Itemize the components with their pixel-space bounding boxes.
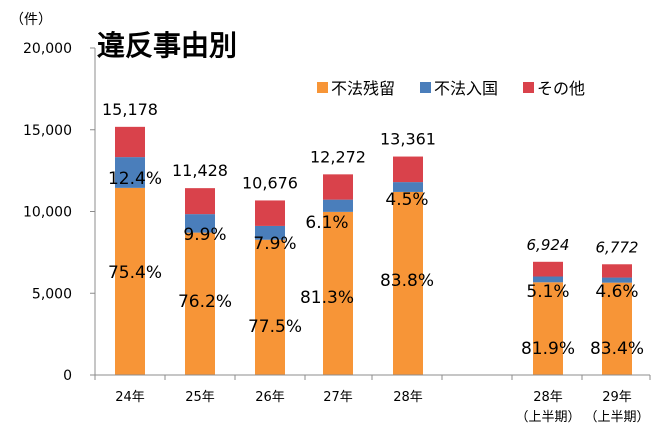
percent-label-illegal-stay: 75.4%: [108, 263, 162, 283]
x-tick-sublabel: （上半期）: [584, 410, 649, 425]
percent-label-illegal-entry: 4.5%: [385, 190, 428, 210]
y-axis: 0 5,000 10,000 15,000 20,000: [23, 41, 96, 384]
total-label: 11,428: [172, 161, 228, 180]
bar-segment: [393, 156, 423, 183]
legend-swatch: [523, 82, 534, 93]
y-tick-label: 10,000: [23, 205, 72, 221]
bar-segment: [185, 188, 215, 215]
legend: 不法残留 不法入国 その他: [317, 79, 585, 98]
legend-label: 不法残留: [331, 79, 395, 98]
bar-segment: [602, 282, 632, 375]
percent-label-illegal-entry: 4.6%: [595, 282, 638, 302]
bar-segment: [533, 276, 563, 283]
bar-segment: [185, 214, 215, 233]
total-label: 10,676: [242, 173, 298, 192]
bar-segment: [393, 182, 423, 192]
bar-segment: [393, 191, 423, 375]
bar-segment: [533, 261, 563, 277]
bars: [115, 126, 632, 375]
y-tick-label: 15,000: [23, 123, 72, 139]
bar-segment: [115, 187, 145, 375]
percent-label-illegal-stay: 83.4%: [590, 339, 644, 359]
total-label: 15,178: [102, 100, 158, 119]
total-label: 13,361: [380, 130, 436, 149]
bar-segment: [115, 157, 145, 188]
x-tick-label: 25年: [185, 390, 215, 405]
percent-label-illegal-stay: 83.8%: [380, 271, 434, 291]
percent-label-illegal-entry: 5.1%: [526, 282, 569, 302]
legend-label: 不法入国: [434, 79, 498, 98]
y-axis-unit: （件）: [10, 12, 52, 28]
data-labels: 15,178 11,428 10,676 12,272 13,361 6,924 6,772…: [102, 100, 644, 359]
y-tick-label: 5,000: [32, 286, 72, 302]
x-tick-label: 26年: [255, 390, 285, 405]
total-label: 6,772: [596, 238, 639, 256]
bar-segment: [323, 199, 353, 212]
bar-segment: [602, 277, 632, 283]
y-tick-label: 20,000: [23, 41, 72, 57]
percent-label-illegal-entry: 6.1%: [305, 213, 348, 233]
x-tick-label: 27年: [323, 390, 353, 405]
x-tick-label: 28年: [533, 390, 563, 405]
bar-segment: [323, 211, 353, 375]
legend-swatch: [420, 82, 431, 93]
x-tick-label: 29年: [602, 390, 632, 405]
percent-label-illegal-stay: 81.9%: [521, 339, 575, 359]
percent-label-illegal-stay: 77.5%: [248, 317, 302, 337]
total-label: 12,272: [310, 147, 366, 166]
percent-label-illegal-entry: 7.9%: [253, 234, 296, 254]
percent-label-illegal-entry: 12.4%: [108, 169, 162, 189]
percent-label-illegal-stay: 81.3%: [300, 288, 354, 308]
bar-segment: [185, 232, 215, 375]
bar-segment: [323, 174, 353, 200]
bar-segment: [255, 239, 285, 375]
bar-segment: [255, 225, 285, 240]
x-tick-label: 24年: [115, 390, 145, 405]
total-label: 6,924: [527, 236, 570, 254]
y-tick-label: 0: [63, 368, 72, 384]
percent-label-illegal-entry: 9.9%: [183, 225, 226, 245]
bar-segment: [533, 282, 563, 375]
chart-title: 違反事由別: [97, 29, 237, 62]
legend-swatch: [317, 82, 328, 93]
bar-segment: [115, 126, 145, 158]
x-axis: 24年 25年 26年 27年 28年 28年 （上半期） 29年 （上半期）: [94, 374, 651, 425]
bar-segment: [602, 264, 632, 278]
bar-segment: [255, 200, 285, 226]
x-tick-label: 28年: [393, 390, 423, 405]
legend-label: その他: [537, 79, 585, 98]
percent-label-illegal-stay: 76.2%: [178, 292, 232, 312]
x-tick-sublabel: （上半期）: [515, 410, 580, 425]
